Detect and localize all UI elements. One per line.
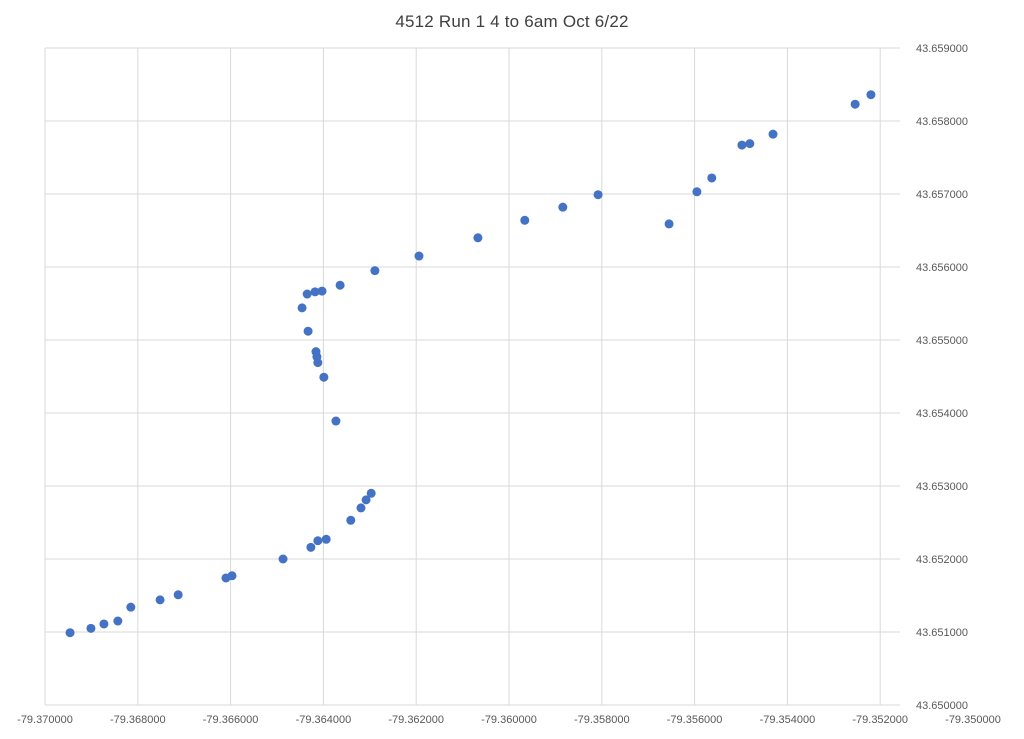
data-point [370,266,380,276]
y-tick-label: 43.650000 [916,700,968,712]
data-point [335,280,345,290]
data-point [361,495,371,505]
data-point [692,187,702,197]
x-tick-label: -79.358000 [574,714,630,726]
y-tick-label: 43.656000 [916,262,968,274]
data-point [745,139,755,149]
data-point [297,303,307,313]
x-tick-label: -79.362000 [388,714,444,726]
y-tick-label: 43.655000 [916,335,968,347]
data-point [558,202,568,212]
x-tick-label: -79.360000 [481,714,537,726]
x-tick-label: -79.350000 [945,714,1001,726]
x-tick-label: -79.352000 [852,714,908,726]
data-point [331,416,341,426]
data-point [313,536,323,546]
data-point [473,233,483,243]
data-point [86,623,96,633]
data-point [346,515,356,525]
y-tick-label: 43.658000 [916,116,968,128]
data-point [664,219,674,229]
data-point [126,602,136,612]
y-tick-label: 43.651000 [916,627,968,639]
y-tick-label: 43.659000 [916,43,968,55]
data-point [321,534,331,544]
data-point [303,326,313,336]
data-point [414,251,424,261]
data-point [520,215,530,225]
x-tick-label: -79.368000 [110,714,166,726]
data-point [311,347,321,357]
data-point [173,590,183,600]
y-tick-label: 43.653000 [916,481,968,493]
data-point [593,190,603,200]
data-point [65,628,75,638]
data-point [707,173,717,183]
data-point [227,571,237,581]
data-point [356,503,366,513]
x-tick-label: -79.356000 [667,714,723,726]
x-tick-label: -79.364000 [296,714,352,726]
data-point [317,286,327,296]
data-point [737,140,747,150]
y-tick-label: 43.654000 [916,408,968,420]
data-point [302,289,312,299]
data-point [310,287,320,297]
data-point [113,616,123,626]
x-tick-label: -79.370000 [17,714,73,726]
data-point [306,542,316,552]
y-tick-label: 43.652000 [916,554,968,566]
x-tick-label: -79.354000 [760,714,816,726]
data-point [866,90,876,100]
chart-title: 4512 Run 1 4 to 6am Oct 6/22 [395,12,629,31]
data-point [155,595,165,605]
x-tick-label: -79.366000 [203,714,259,726]
data-point [319,372,329,382]
data-point [278,554,288,564]
data-point [850,99,860,109]
y-tick-label: 43.657000 [916,189,968,201]
data-point [768,129,778,139]
data-point [366,488,376,498]
data-point [99,619,109,629]
